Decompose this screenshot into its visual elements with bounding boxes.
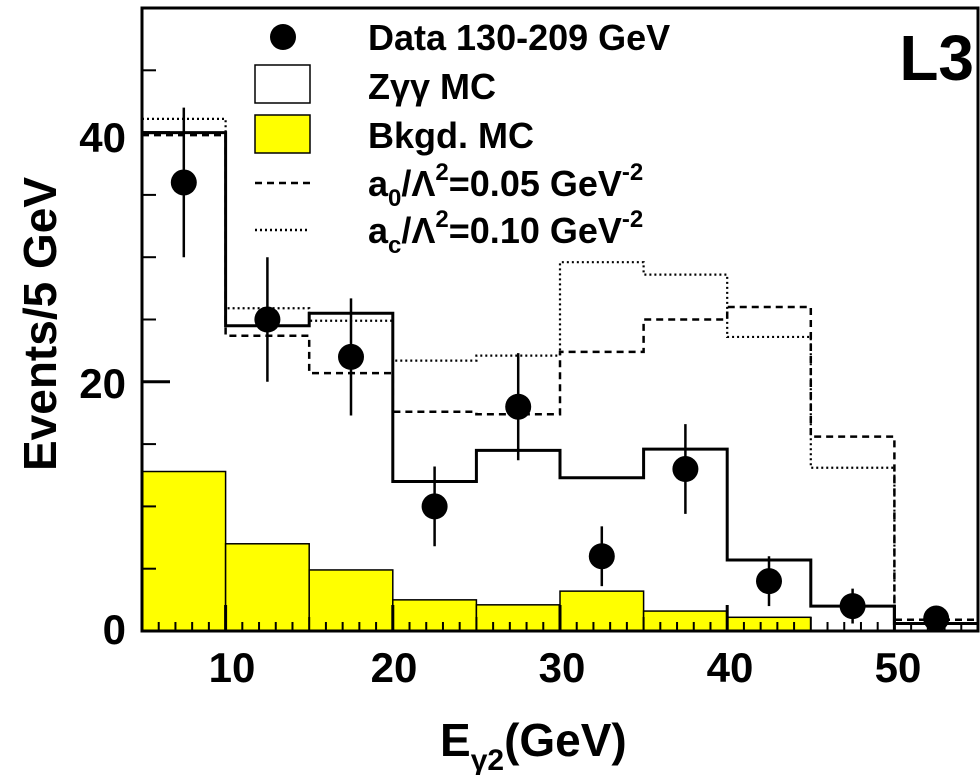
x-axis-subscript: γ2 bbox=[471, 744, 504, 775]
x-tick-label: 40 bbox=[707, 644, 754, 691]
legend-data-marker bbox=[270, 24, 296, 50]
legend-data-label: Data 130-209 GeV bbox=[368, 17, 670, 58]
ac-coupling-histogram bbox=[142, 117, 978, 625]
data-point bbox=[170, 169, 197, 196]
legend-a0-subscript: 0 bbox=[388, 185, 401, 212]
background-mc-bar bbox=[224, 543, 310, 632]
legend: Data 130-209 GeV Zγγ MC Bkgd. MC a0/Λ2=0… bbox=[254, 17, 670, 259]
background-mc-bar bbox=[392, 599, 478, 632]
background-mc-bar bbox=[642, 610, 728, 632]
plot-area bbox=[141, 107, 978, 632]
data-point bbox=[421, 493, 448, 520]
legend-a0-slash: /Λ bbox=[401, 163, 435, 204]
legend-ac-label: ac/Λ2=0.10 GeV-2 bbox=[368, 206, 643, 259]
background-mc-bar bbox=[308, 569, 394, 632]
legend-a0-label: a0/Λ2=0.05 GeV-2 bbox=[368, 159, 643, 212]
y-tick-label: 20 bbox=[79, 360, 126, 407]
y-tick-label: 40 bbox=[79, 114, 126, 161]
legend-bkgd-swatch bbox=[254, 114, 311, 154]
data-point bbox=[588, 543, 615, 570]
background-mc-bar bbox=[141, 470, 227, 632]
data-point bbox=[923, 605, 950, 632]
legend-ac-sup: 2 bbox=[435, 206, 448, 233]
x-axis-title: Eγ2(GeV) bbox=[440, 714, 627, 775]
axes bbox=[140, 6, 980, 633]
zgg-mc-histogram bbox=[142, 131, 978, 626]
a0-coupling-histogram bbox=[142, 133, 978, 622]
legend-zgg-label: Zγγ MC bbox=[368, 66, 496, 107]
legend-ac-value: =0.10 GeV bbox=[449, 210, 622, 251]
legend-a0-prefix: a bbox=[368, 163, 389, 204]
background-mc-bar bbox=[475, 604, 561, 632]
legend-ac-prefix: a bbox=[368, 210, 389, 251]
legend-bkgd-label: Bkgd. MC bbox=[368, 115, 534, 156]
x-tick-label: 10 bbox=[209, 644, 256, 691]
legend-zgg-swatch bbox=[254, 64, 311, 104]
y-tick-label: 0 bbox=[103, 606, 126, 653]
data-point bbox=[672, 456, 699, 483]
x-tick-labels: 10 20 30 40 50 bbox=[209, 644, 922, 691]
experiment-label: L3 bbox=[899, 22, 974, 94]
data-point bbox=[756, 568, 782, 595]
background-mc-bar bbox=[559, 590, 645, 632]
x-tick-label: 50 bbox=[875, 644, 922, 691]
y-tick-labels: 0 20 40 bbox=[79, 114, 126, 653]
y-axis-title: Events/5 GeV bbox=[14, 177, 66, 471]
data-point bbox=[839, 593, 866, 620]
x-tick-label: 20 bbox=[371, 644, 418, 691]
data-point bbox=[254, 306, 281, 333]
legend-ac-subscript: c bbox=[388, 232, 401, 259]
x-axis-unit: (GeV) bbox=[504, 714, 627, 766]
legend-a0-value: =0.05 GeV bbox=[449, 163, 622, 204]
background-mc-bar bbox=[726, 616, 812, 632]
data-point bbox=[505, 393, 532, 420]
data-point bbox=[338, 343, 364, 370]
x-axis-symbol: E bbox=[440, 714, 471, 766]
x-tick-label: 30 bbox=[539, 644, 586, 691]
legend-ac-unit-sup: -2 bbox=[622, 206, 643, 233]
legend-ac-slash: /Λ bbox=[401, 210, 435, 251]
legend-a0-unit-sup: -2 bbox=[622, 159, 643, 186]
legend-a0-sup: 2 bbox=[435, 159, 448, 186]
